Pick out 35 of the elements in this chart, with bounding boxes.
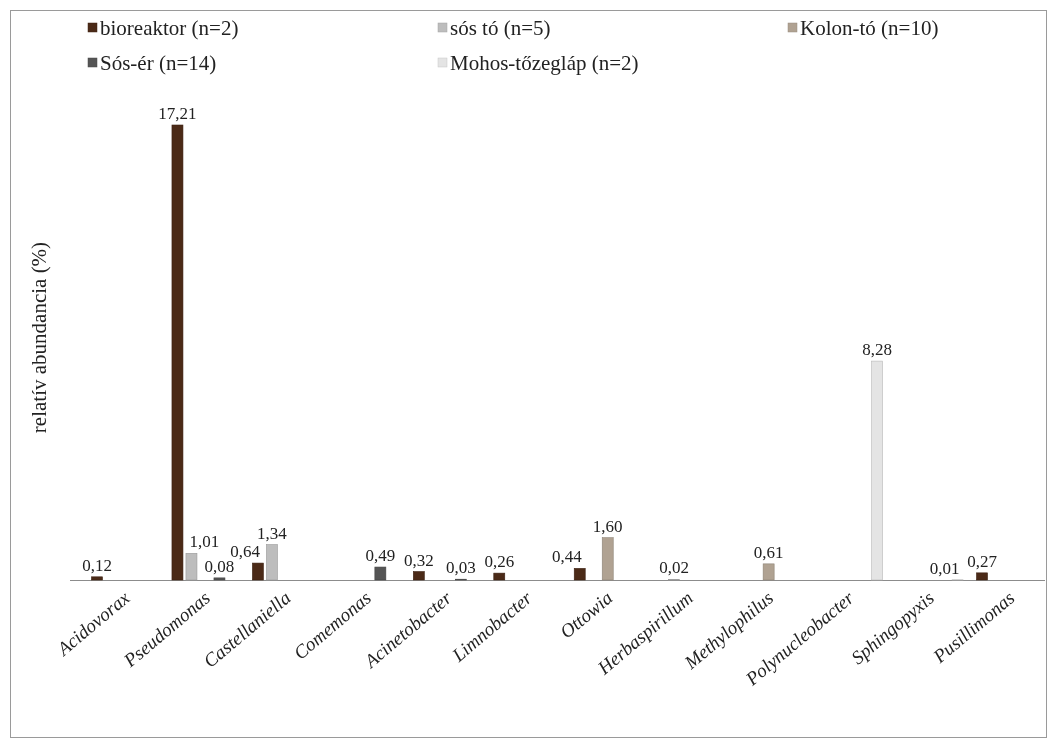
- bar: [185, 553, 198, 581]
- bar: [976, 572, 988, 581]
- legend-label: sós tó (n=5): [450, 16, 551, 40]
- bar: [762, 563, 775, 581]
- bar: [374, 566, 387, 581]
- data-label: 1,60: [592, 516, 623, 536]
- data-label: 0,32: [403, 550, 434, 570]
- data-label: 0,44: [551, 547, 583, 567]
- legend-label: Sós-ér (n=14): [100, 51, 217, 75]
- data-label: 0,03: [445, 558, 476, 578]
- legend-label: Mohos-tőzegláp (n=2): [450, 51, 639, 75]
- bar: [91, 576, 103, 581]
- data-label: 0,12: [82, 555, 112, 575]
- data-label: 0,01: [929, 558, 960, 578]
- legend-label: Kolon-tó (n=10): [800, 16, 939, 40]
- bar: [213, 577, 226, 581]
- bar: [252, 562, 264, 581]
- legend-label: bioreaktor (n=2): [100, 16, 239, 40]
- bar: [601, 537, 614, 581]
- bar: [493, 572, 506, 581]
- bar: [573, 568, 586, 581]
- data-label: 0,61: [753, 542, 784, 562]
- data-label: 0,49: [365, 546, 396, 566]
- bar: [413, 571, 425, 581]
- data-label: 0,27: [967, 551, 998, 571]
- bar: [871, 360, 883, 581]
- data-label: 1,01: [189, 532, 220, 552]
- data-label: 8,28: [862, 340, 892, 360]
- data-label: 0,02: [659, 558, 690, 578]
- data-label: 0,26: [484, 552, 515, 572]
- data-label: 1,34: [257, 523, 288, 543]
- bar: [171, 124, 184, 581]
- data-label: 17,21: [158, 104, 197, 123]
- y-axis-title: relatív abundancia (%): [27, 241, 51, 434]
- bar: [266, 544, 278, 581]
